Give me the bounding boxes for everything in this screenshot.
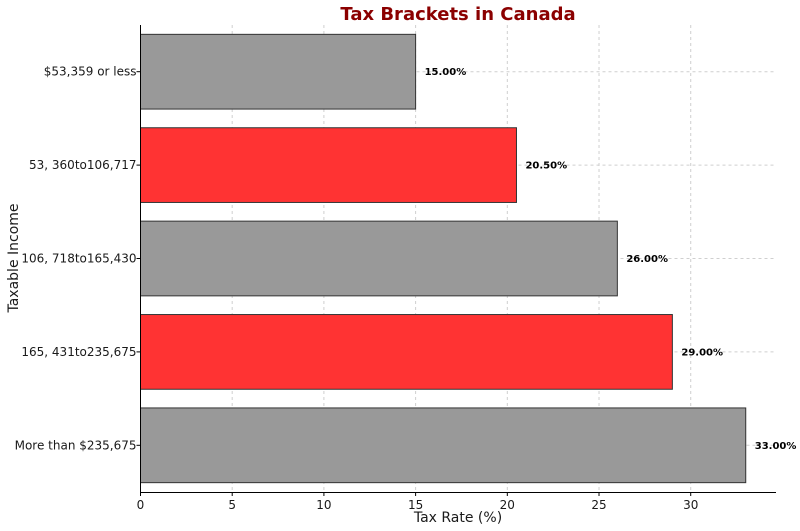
data-label-layer: 15.00% 20.50% 26.00% 29.00% 33.00% bbox=[425, 67, 797, 452]
bar bbox=[140, 407, 747, 484]
bar bbox=[140, 314, 673, 390]
x-tick-label: 20 bbox=[500, 498, 515, 512]
bar bbox=[140, 33, 417, 110]
y-axis-ticks: $53,359 or less 53, 360to106,717 106, 718t… bbox=[15, 65, 141, 452]
x-axis-label: Tax Rate (%) bbox=[413, 510, 502, 526]
y-tick-label: 165, 431to235,675 bbox=[21, 345, 136, 359]
x-tick-label: 5 bbox=[228, 498, 236, 512]
x-axis-ticks: 0 5 10 15 20 25 30 bbox=[137, 492, 698, 512]
x-tick-label: 10 bbox=[316, 498, 331, 512]
bar-layer bbox=[140, 33, 747, 484]
y-tick-label: 53, 360to106,717 bbox=[29, 158, 136, 172]
bar bbox=[140, 127, 517, 203]
x-tick-label: 25 bbox=[591, 498, 606, 512]
x-tick-label: 30 bbox=[683, 498, 698, 512]
bar-value-label: 26.00% bbox=[626, 254, 668, 265]
chart-title: Tax Brackets in Canada bbox=[340, 4, 575, 25]
bar-value-label: 29.00% bbox=[681, 347, 723, 358]
y-tick-label: 106, 718to165,430 bbox=[21, 252, 136, 266]
y-tick-label: $53,359 or less bbox=[44, 65, 137, 79]
bar-value-label: 15.00% bbox=[425, 67, 467, 78]
bar-value-label: 20.50% bbox=[525, 161, 567, 172]
y-tick-label: More than $235,675 bbox=[15, 438, 137, 452]
bar bbox=[140, 220, 618, 297]
x-tick-label: 15 bbox=[408, 498, 423, 512]
x-tick-label: 0 bbox=[137, 498, 145, 512]
y-axis-label: Taxable Income bbox=[6, 203, 22, 313]
bar-value-label: 33.00% bbox=[755, 441, 797, 452]
